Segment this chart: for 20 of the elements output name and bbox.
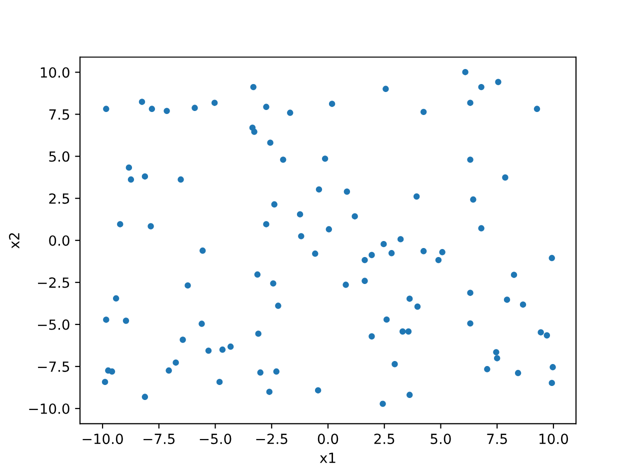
x-tick-label: 0.0 (318, 434, 338, 444)
y-tick-label: 10.0 (40, 67, 70, 78)
x-tick-label: 5.0 (430, 434, 451, 444)
x-tick-label: 2.5 (374, 434, 394, 444)
x-tick-label: −2.5 (256, 434, 288, 444)
x-axis-title: x1 (320, 452, 336, 463)
x-tick-label: 10.0 (540, 434, 568, 444)
y-tick-label: −5.0 (38, 319, 70, 330)
x-tick-label: 7.5 (487, 434, 507, 444)
y-tick-label: −7.5 (38, 362, 70, 372)
y-tick-label: −2.5 (38, 277, 70, 288)
x-tick-label: −7.5 (144, 434, 175, 444)
y-tick-label: 0.0 (49, 235, 70, 246)
y-tick-label: 5.0 (49, 151, 70, 162)
x-tick-label: −5.0 (200, 434, 232, 444)
y-tick-label: 7.5 (49, 109, 70, 120)
y-tick-label: 2.5 (49, 193, 70, 204)
y-tick-label: −10.0 (29, 403, 70, 414)
x-tick-label: −10.0 (82, 434, 123, 444)
y-axis-title: x2 (8, 233, 20, 249)
